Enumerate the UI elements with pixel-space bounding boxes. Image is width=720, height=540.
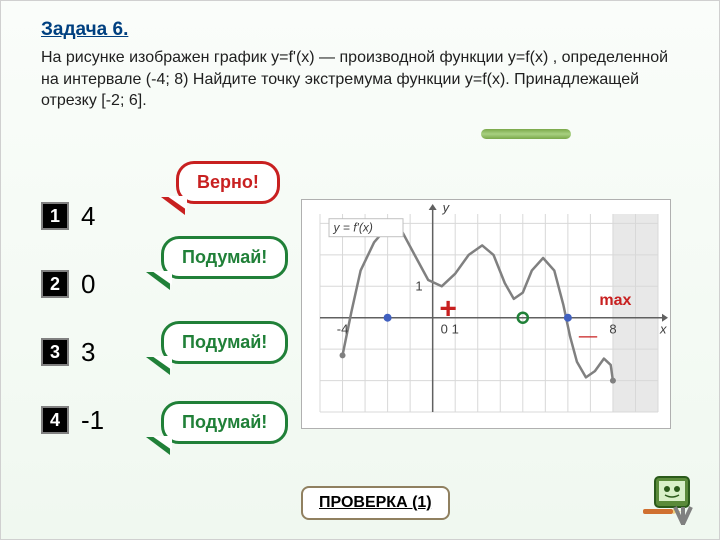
answer-row-1[interactable]: 1 4	[41, 201, 104, 231]
bubble-think-3: Подумай!	[161, 401, 288, 444]
answer-val-3: 3	[81, 337, 95, 368]
answer-num-1: 1	[41, 202, 69, 230]
answer-val-2: 0	[81, 269, 95, 300]
bubble-think-2: Подумай!	[161, 321, 288, 364]
svg-text:_: _	[578, 304, 598, 340]
svg-text:+: +	[439, 292, 457, 325]
svg-text:y: y	[442, 200, 451, 215]
svg-text:1: 1	[415, 278, 422, 293]
answer-num-2: 2	[41, 270, 69, 298]
graph-panel: -40181yxy = f'(x)+_max	[301, 199, 671, 429]
accent-bar	[481, 129, 571, 139]
svg-text:max: max	[599, 292, 631, 309]
answer-num-3: 3	[41, 338, 69, 366]
answer-row-2[interactable]: 2 0	[41, 269, 104, 299]
derivative-graph: -40181yxy = f'(x)+_max	[302, 200, 672, 430]
task-text: На рисунке изображен график y=f'(x) — пр…	[41, 47, 689, 112]
answer-row-4[interactable]: 4 -1	[41, 405, 104, 435]
task-title: Задача 6.	[41, 19, 689, 41]
check-button[interactable]: ПРОВЕРКА (1)	[301, 486, 450, 520]
bubble-think-1: Подумай!	[161, 236, 288, 279]
answer-row-3[interactable]: 3 3	[41, 337, 104, 367]
answer-val-4: -1	[81, 405, 104, 436]
mascot-icon	[637, 471, 707, 531]
bubble-correct: Верно!	[176, 161, 280, 204]
svg-text:x: x	[659, 322, 667, 337]
svg-text:y = f'(x): y = f'(x)	[333, 221, 373, 235]
answer-num-4: 4	[41, 406, 69, 434]
svg-text:8: 8	[609, 322, 616, 337]
answers-block: 1 4 2 0 3 3 4 -1	[41, 201, 104, 473]
answer-val-1: 4	[81, 201, 95, 232]
svg-text:-4: -4	[337, 322, 349, 337]
